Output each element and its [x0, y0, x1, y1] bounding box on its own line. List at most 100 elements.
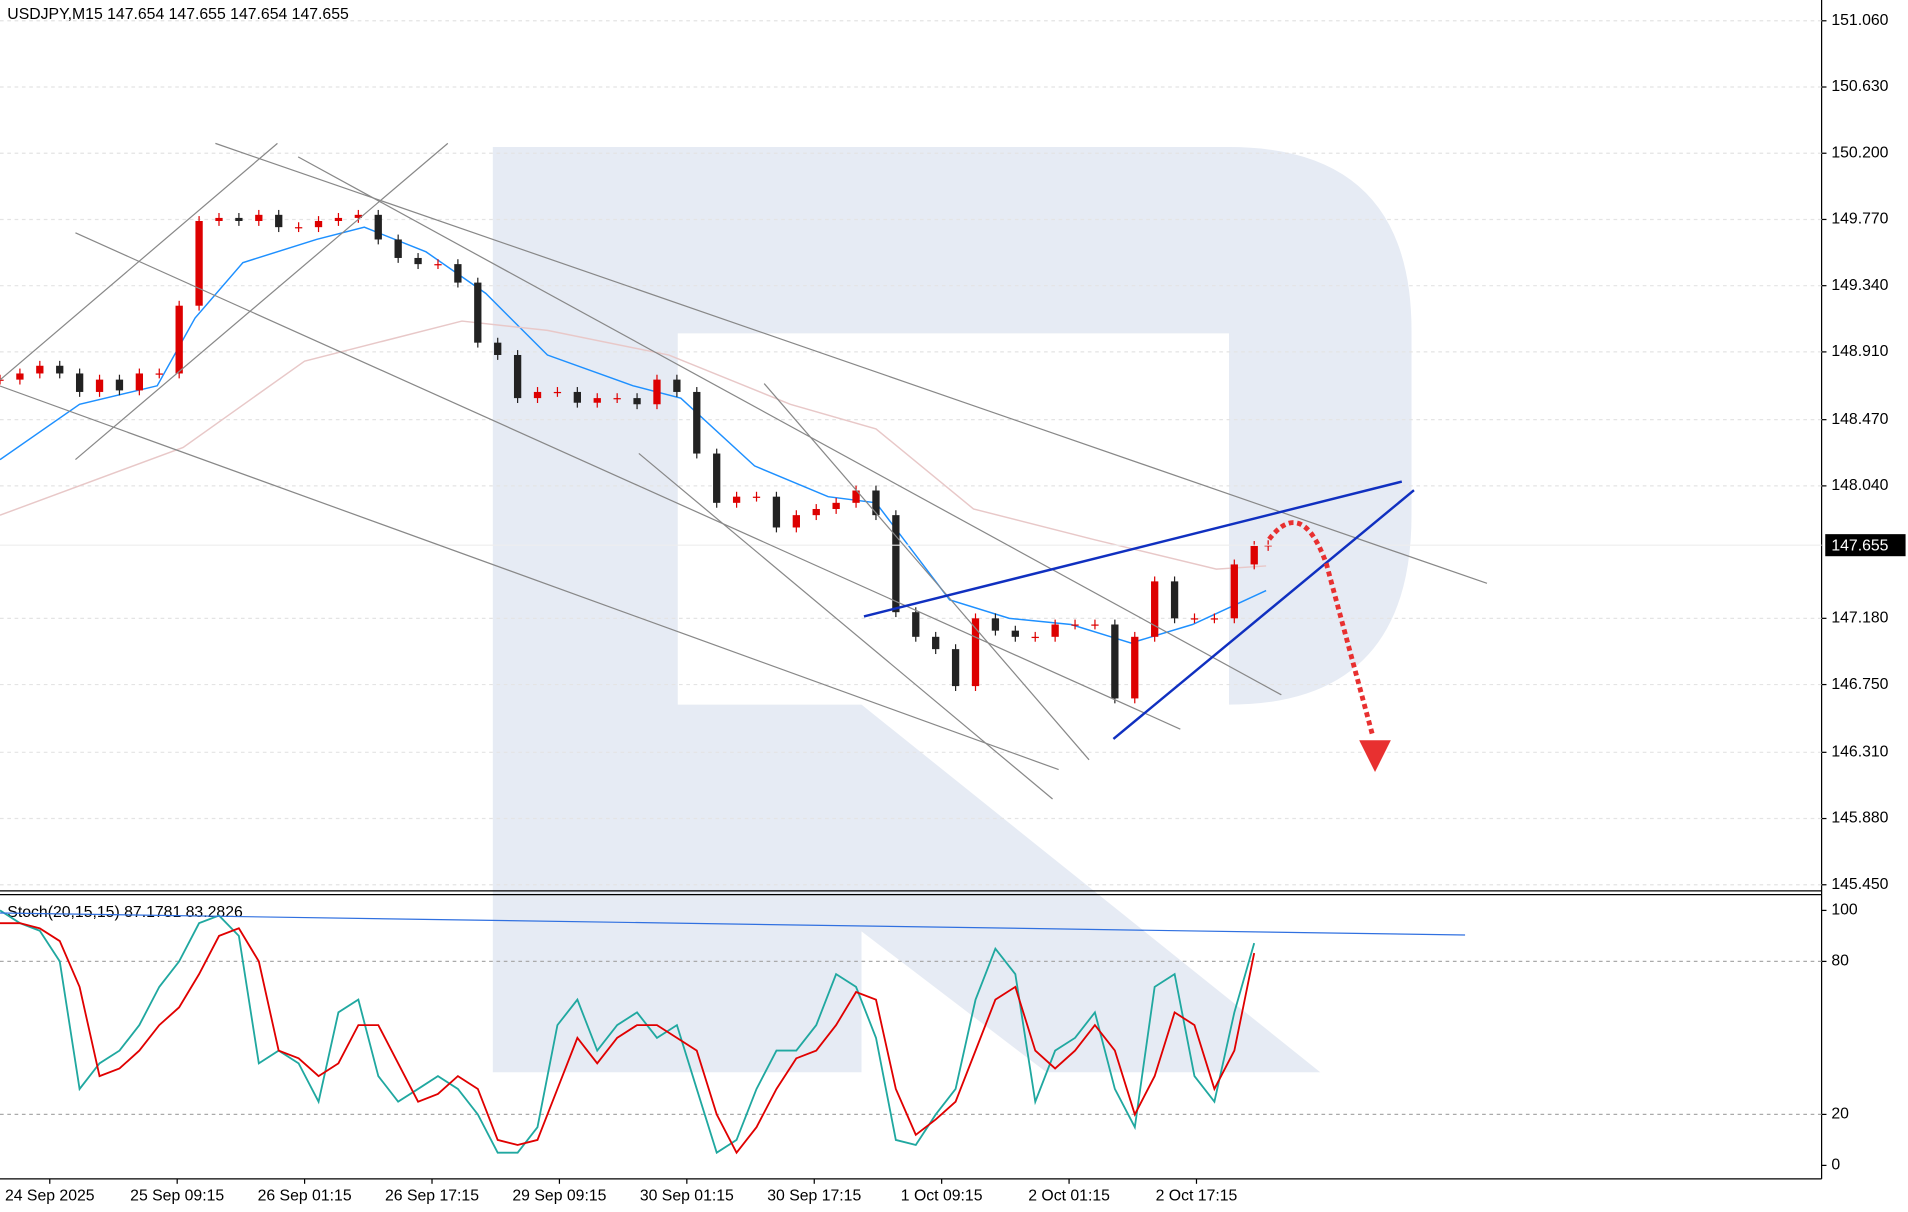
trend-lines: [0, 142, 1488, 936]
candle: [912, 612, 920, 637]
y-tick-label: 148.040: [1831, 477, 1888, 494]
y-tick-label: 147.180: [1831, 609, 1888, 626]
y-tick-label: 20: [1831, 1106, 1849, 1123]
series-line: [0, 909, 1256, 1155]
indicator-title: Stoch(20,15,15) 87.1781 83.2826: [7, 904, 243, 921]
candle: [215, 217, 223, 221]
candle: [1170, 581, 1179, 619]
candle: [195, 220, 203, 306]
x-tick-label: 26 Sep 17:15: [385, 1187, 479, 1204]
candle: [673, 379, 681, 392]
candle: [653, 379, 661, 405]
candle: [235, 217, 243, 221]
candle: [553, 391, 562, 394]
candle: [1131, 636, 1139, 699]
candle: [812, 508, 820, 516]
candle: [474, 282, 482, 343]
y-tick-label: 149.770: [1831, 211, 1888, 228]
candle: [454, 264, 462, 283]
candle: [354, 214, 362, 218]
x-tick-label: 2 Oct 17:15: [1156, 1187, 1238, 1204]
candle: [951, 649, 960, 687]
y-tick-label: 150.200: [1831, 144, 1888, 161]
y-tick-label: 146.750: [1831, 676, 1888, 693]
candle: [852, 490, 860, 503]
x-tick-label: 1 Oct 09:15: [901, 1187, 983, 1204]
candle: [434, 264, 442, 266]
candle: [394, 239, 402, 258]
x-tick-label: 30 Sep 01:15: [640, 1187, 734, 1204]
x-tick-label: 24 Sep 2025: [5, 1187, 95, 1204]
candle: [255, 214, 263, 221]
candle: [95, 379, 104, 392]
candle: [275, 214, 283, 228]
candle: [713, 453, 721, 503]
candle: [892, 515, 900, 613]
candle: [1031, 636, 1039, 639]
candle: [175, 305, 183, 374]
candle: [75, 373, 84, 392]
x-tick-label: 30 Sep 17:15: [767, 1187, 861, 1204]
candle: [693, 391, 701, 454]
candle: [1210, 618, 1219, 620]
candle: [1111, 624, 1119, 699]
candle: [1091, 624, 1099, 626]
candle: [633, 398, 641, 405]
y-tick-label: 148.910: [1831, 343, 1888, 360]
candle: [314, 220, 323, 228]
candle: [414, 257, 422, 265]
candle: [991, 618, 1000, 631]
candle: [573, 391, 581, 403]
y-tick-label: 80: [1831, 953, 1849, 970]
candle: [36, 365, 44, 374]
chart-title: USDJPY,M15 147.654 147.655 147.654 147.6…: [7, 6, 349, 23]
candle: [1250, 545, 1258, 565]
y-tick-label: 100: [1831, 902, 1858, 919]
candle: [494, 342, 502, 355]
candle: [752, 496, 761, 498]
x-tick-label: 29 Sep 09:15: [512, 1187, 606, 1204]
candle: [334, 217, 343, 221]
candle: [1230, 564, 1238, 619]
watermark: [492, 147, 1412, 1073]
candle: [1071, 624, 1079, 626]
x-tick-label: 26 Sep 01:15: [258, 1187, 352, 1204]
y-tick-label: 150.630: [1831, 78, 1888, 95]
candle: [1011, 630, 1019, 637]
candle: [772, 496, 781, 528]
candle: [971, 618, 980, 687]
series-line: [0, 226, 1267, 644]
candle: [16, 373, 24, 380]
candle: [135, 373, 144, 391]
y-tick-label: 151.060: [1831, 12, 1888, 29]
candle: [832, 502, 840, 509]
candle: [1151, 581, 1159, 637]
candle: [1051, 624, 1059, 637]
series-line: [0, 922, 1256, 1155]
x-tick-label: 25 Sep 09:15: [130, 1187, 224, 1204]
y-tick-label: 148.470: [1831, 411, 1888, 428]
candle: [932, 636, 940, 650]
last-price-label: 147.655: [1831, 538, 1888, 555]
candle: [374, 214, 382, 240]
candle: [593, 398, 601, 403]
candle: [513, 354, 522, 399]
y-tick-label: 149.340: [1831, 277, 1888, 294]
x-tick-label: 2 Oct 01:15: [1028, 1187, 1110, 1204]
candle: [613, 398, 621, 400]
candle: [792, 515, 800, 528]
candle: [732, 496, 741, 503]
y-tick-label: 0: [1831, 1157, 1840, 1174]
candle: [155, 373, 163, 375]
y-tick-label: 145.880: [1831, 810, 1888, 827]
y-tick-label: 146.310: [1831, 743, 1888, 760]
candle: [1190, 618, 1199, 620]
candle: [294, 227, 303, 229]
candle: [533, 391, 542, 399]
candle: [0, 379, 4, 381]
candle: [115, 379, 124, 391]
last-price-box: [1825, 534, 1906, 557]
candle: [872, 490, 880, 516]
